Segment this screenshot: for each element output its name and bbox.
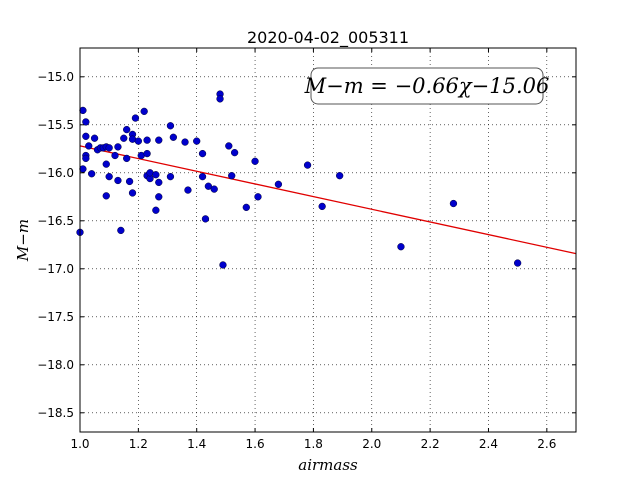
data-point [114, 176, 122, 185]
data-point [169, 133, 178, 141]
y-tick-label: −17.5 [37, 310, 74, 324]
data-point [82, 118, 90, 126]
data-point [88, 170, 96, 178]
data-point [303, 161, 312, 169]
data-point [131, 114, 140, 122]
x-tick-label: 1.2 [129, 437, 148, 451]
data-point [184, 186, 192, 194]
data-point [254, 193, 262, 201]
x-tick-label: 1.0 [70, 437, 89, 451]
data-point [201, 215, 210, 223]
data-point [210, 185, 218, 193]
data-point [85, 142, 93, 150]
data-point [140, 107, 148, 116]
data-point [105, 144, 113, 152]
data-point [155, 178, 163, 187]
data-point [79, 106, 87, 115]
x-tick-label: 1.4 [187, 437, 206, 451]
data-point [166, 172, 175, 181]
data-point [123, 154, 131, 163]
annotation-box [310, 67, 544, 105]
data-point [336, 172, 344, 180]
y-tick-label: −16.5 [37, 214, 74, 228]
data-point [513, 259, 522, 267]
data-point [134, 137, 143, 145]
plot-frame [79, 47, 577, 433]
data-points [76, 90, 522, 269]
x-tick-label: 1.8 [304, 437, 323, 451]
fit-annotation: M−m = −0.66χ−15.06 [304, 67, 550, 105]
y-tick-label: −18.5 [37, 406, 74, 420]
data-point [128, 189, 137, 197]
x-tick-label: 2.2 [421, 437, 440, 451]
data-point [105, 172, 113, 181]
data-point [204, 182, 213, 190]
data-point [82, 132, 90, 140]
data-point [216, 95, 224, 103]
x-tick-label: 1.6 [246, 437, 265, 451]
data-point [225, 142, 233, 150]
data-point [228, 172, 236, 180]
data-point [125, 177, 134, 186]
y-tick-label: −18.0 [37, 358, 74, 372]
data-point [181, 138, 189, 146]
fit-equation: M−m = −0.66χ−15.06 [304, 74, 550, 98]
data-point [143, 149, 151, 158]
data-point [155, 193, 163, 201]
data-point [120, 134, 128, 142]
x-axis-label: airmass [298, 456, 358, 474]
data-point [90, 134, 99, 142]
data-point [242, 203, 250, 212]
data-point [143, 136, 151, 144]
data-point [152, 206, 160, 214]
data-point [198, 172, 207, 181]
chart-title: 2020-04-02_005311 [247, 28, 409, 48]
grid [79, 48, 576, 432]
data-point [111, 151, 119, 160]
y-tick-label: −17.0 [37, 262, 74, 276]
data-point [123, 125, 131, 134]
data-point [198, 149, 207, 158]
data-point [82, 154, 90, 163]
data-point [117, 226, 125, 235]
data-point [274, 180, 283, 188]
data-point [102, 192, 110, 200]
x-tick-label: 2.4 [479, 437, 498, 451]
axis-ticks: 1.0 1.2 1.4 1.6 1.8 2.0 2.2 2.4 2.6 −15.0 −15.5 −16… [37, 48, 576, 451]
y-tick-label: −15.0 [37, 70, 74, 84]
y-tick-label: −15.5 [37, 118, 74, 132]
y-tick-label: −16.0 [37, 166, 74, 180]
data-point [102, 160, 110, 168]
data-point [397, 243, 405, 251]
data-point [79, 165, 87, 173]
data-point [219, 261, 227, 269]
data-point [318, 202, 326, 211]
data-point [152, 171, 160, 179]
y-axis-label: M−m [14, 219, 32, 262]
data-point [230, 148, 239, 157]
data-point [449, 199, 458, 208]
data-point [193, 137, 201, 145]
data-point [155, 136, 163, 144]
data-point [114, 143, 122, 151]
fit-line [79, 145, 577, 255]
data-point [251, 157, 259, 165]
data-point [166, 122, 175, 130]
x-tick-label: 2.6 [537, 437, 556, 451]
x-tick-label: 2.0 [362, 437, 381, 451]
fit-line-group [79, 145, 577, 255]
